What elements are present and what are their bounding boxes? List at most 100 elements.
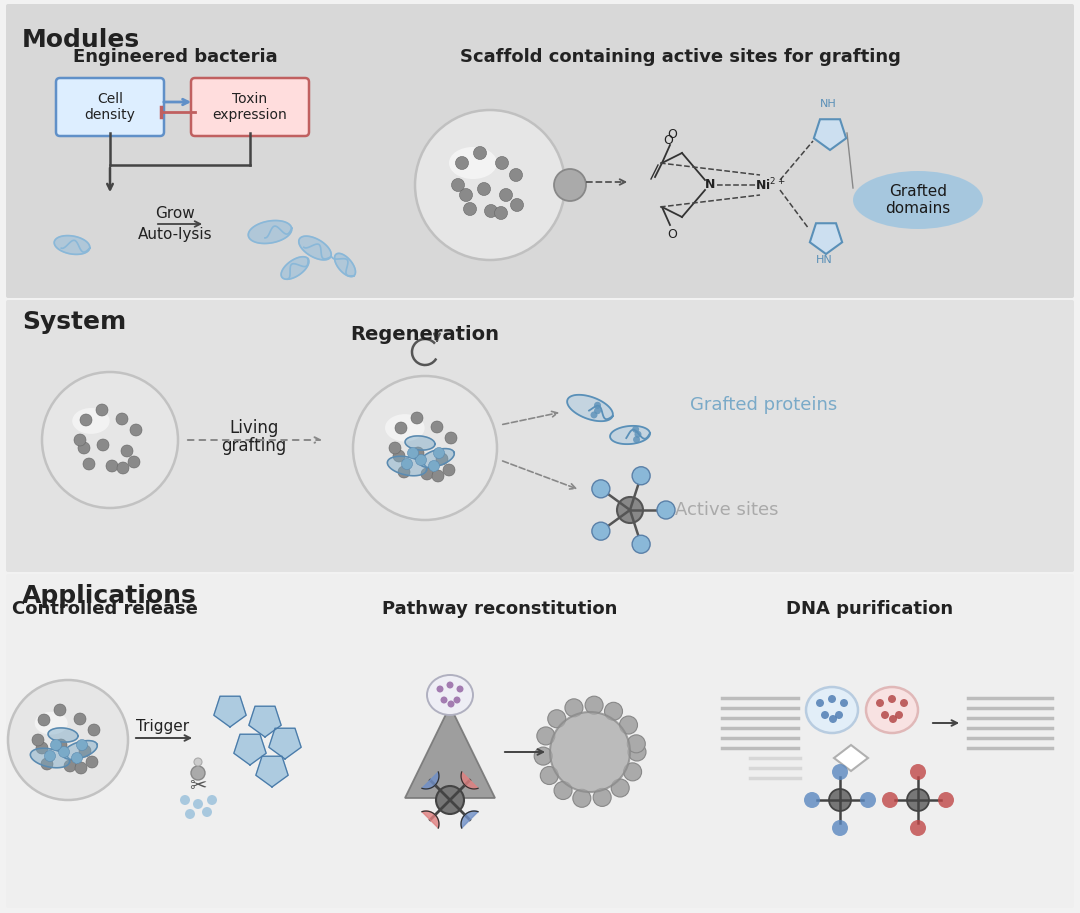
Circle shape: [620, 716, 637, 734]
Text: O: O: [663, 134, 673, 148]
FancyBboxPatch shape: [6, 4, 1074, 298]
Circle shape: [443, 464, 455, 476]
Circle shape: [185, 809, 195, 819]
Text: Trigger: Trigger: [136, 719, 190, 734]
Circle shape: [79, 745, 91, 757]
Text: grafting: grafting: [221, 437, 286, 455]
Circle shape: [540, 767, 558, 784]
Circle shape: [130, 424, 141, 436]
Circle shape: [8, 680, 129, 800]
Text: Applications: Applications: [22, 584, 197, 608]
Polygon shape: [281, 257, 309, 279]
Circle shape: [477, 183, 490, 195]
Circle shape: [633, 436, 640, 443]
Polygon shape: [810, 224, 842, 254]
Circle shape: [463, 203, 476, 215]
Circle shape: [353, 376, 497, 520]
Circle shape: [657, 501, 675, 519]
Circle shape: [97, 439, 109, 451]
Circle shape: [634, 431, 642, 438]
Text: HN: HN: [815, 255, 833, 265]
Circle shape: [447, 700, 455, 708]
Circle shape: [881, 711, 889, 719]
Text: Ni$^{2+}$: Ni$^{2+}$: [755, 177, 785, 194]
Circle shape: [411, 412, 423, 424]
Polygon shape: [214, 697, 246, 727]
Circle shape: [594, 407, 600, 415]
Circle shape: [456, 156, 469, 170]
Circle shape: [411, 447, 424, 459]
Circle shape: [42, 372, 178, 508]
Circle shape: [829, 715, 837, 723]
Text: ✂: ✂: [189, 776, 206, 796]
Circle shape: [194, 758, 202, 766]
Circle shape: [495, 206, 508, 219]
Circle shape: [537, 727, 555, 745]
Circle shape: [441, 697, 447, 704]
Circle shape: [395, 422, 407, 434]
Circle shape: [548, 709, 566, 728]
Circle shape: [415, 110, 565, 260]
Circle shape: [627, 743, 646, 761]
Circle shape: [900, 699, 908, 707]
Ellipse shape: [449, 147, 497, 179]
FancyBboxPatch shape: [6, 574, 1074, 908]
Circle shape: [421, 468, 433, 480]
Polygon shape: [248, 221, 292, 244]
Text: Cell
density: Cell density: [84, 92, 135, 122]
Text: Grafted
domains: Grafted domains: [886, 184, 950, 216]
Circle shape: [51, 740, 62, 750]
Polygon shape: [420, 448, 455, 467]
Polygon shape: [299, 236, 332, 260]
Text: Grow: Grow: [156, 206, 194, 222]
Circle shape: [416, 455, 427, 466]
Text: DNA purification: DNA purification: [786, 600, 954, 618]
Polygon shape: [234, 734, 266, 765]
Circle shape: [485, 205, 498, 217]
Circle shape: [38, 714, 50, 726]
Circle shape: [550, 712, 630, 792]
Ellipse shape: [35, 712, 68, 735]
Circle shape: [632, 535, 650, 553]
Circle shape: [446, 681, 454, 688]
Circle shape: [895, 711, 903, 719]
Polygon shape: [405, 436, 435, 450]
Circle shape: [436, 786, 464, 814]
Polygon shape: [256, 756, 288, 787]
Circle shape: [202, 807, 212, 817]
Circle shape: [180, 795, 190, 805]
Circle shape: [86, 756, 98, 768]
Text: N: N: [705, 179, 715, 192]
Circle shape: [436, 686, 444, 692]
Text: Pathway reconstitution: Pathway reconstitution: [382, 600, 618, 618]
Circle shape: [565, 698, 583, 717]
Circle shape: [592, 522, 610, 540]
Text: Engineered bacteria: Engineered bacteria: [72, 48, 278, 66]
Circle shape: [393, 450, 405, 462]
Polygon shape: [63, 740, 97, 760]
Circle shape: [58, 747, 69, 758]
Circle shape: [106, 460, 118, 472]
Circle shape: [889, 715, 897, 723]
Circle shape: [572, 789, 591, 807]
Circle shape: [71, 752, 82, 763]
Circle shape: [87, 724, 100, 736]
Circle shape: [593, 789, 611, 806]
Circle shape: [389, 442, 401, 454]
Ellipse shape: [866, 687, 918, 733]
Circle shape: [496, 156, 509, 170]
Circle shape: [632, 467, 650, 485]
Ellipse shape: [427, 675, 473, 715]
Circle shape: [511, 198, 524, 212]
Circle shape: [876, 699, 885, 707]
Text: Grafted proteins: Grafted proteins: [690, 396, 837, 414]
Text: O: O: [667, 129, 677, 142]
Text: O: O: [667, 228, 677, 242]
Circle shape: [821, 711, 829, 719]
Circle shape: [433, 447, 445, 458]
Circle shape: [835, 711, 843, 719]
Text: Regeneration: Regeneration: [351, 326, 499, 344]
Circle shape: [96, 404, 108, 416]
FancyBboxPatch shape: [191, 78, 309, 136]
Circle shape: [44, 750, 55, 761]
